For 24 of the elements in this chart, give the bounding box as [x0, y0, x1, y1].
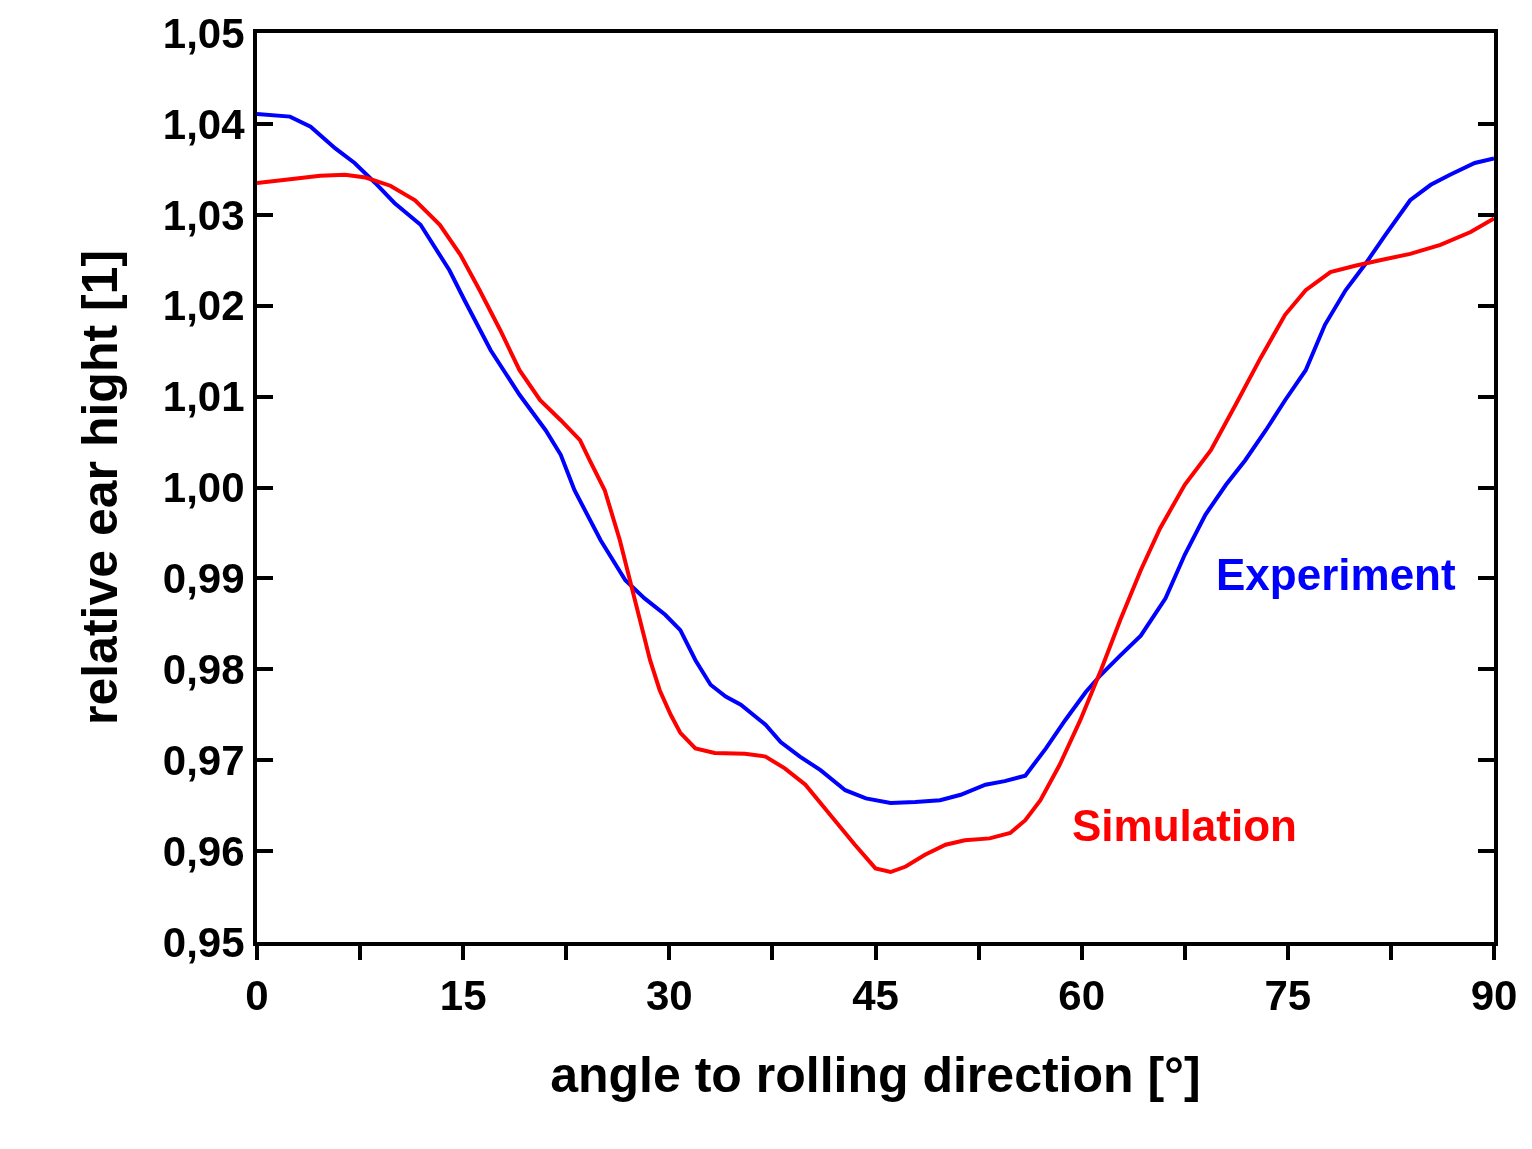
y-tick-label: 1,00: [162, 464, 245, 512]
y-tick-label: 1,03: [162, 191, 245, 239]
x-axis-title: angle to rolling direction [°]: [550, 1047, 1201, 1104]
y-tick-label: 0,96: [162, 827, 245, 875]
x-tick-label: 15: [439, 972, 487, 1020]
series-label: Simulation: [1072, 801, 1297, 850]
series-label: Experiment: [1216, 550, 1456, 599]
y-tick-label: 1,01: [162, 373, 245, 421]
y-tick-label: 0,97: [162, 736, 245, 784]
x-tick-label: 75: [1264, 972, 1312, 1020]
x-tick-label: 0: [245, 972, 269, 1020]
line-series: [257, 172, 1494, 875]
x-tick-label: 60: [1058, 972, 1106, 1020]
y-tick-label: 0,99: [162, 555, 245, 603]
x-tick-label: 30: [645, 972, 693, 1020]
x-tick-label: 90: [1470, 972, 1518, 1020]
y-tick-label: 0,95: [162, 918, 245, 966]
y-tick-label: 1,04: [162, 100, 246, 148]
y-tick-label: 0,98: [162, 646, 245, 693]
line-series: [257, 111, 1494, 805]
y-tick-label: 1,02: [162, 282, 245, 330]
x-tick-label: 45: [852, 972, 899, 1020]
y-axis-title: relative ear hight [1]: [72, 249, 129, 726]
y-tick-label: 1,05: [162, 9, 245, 57]
